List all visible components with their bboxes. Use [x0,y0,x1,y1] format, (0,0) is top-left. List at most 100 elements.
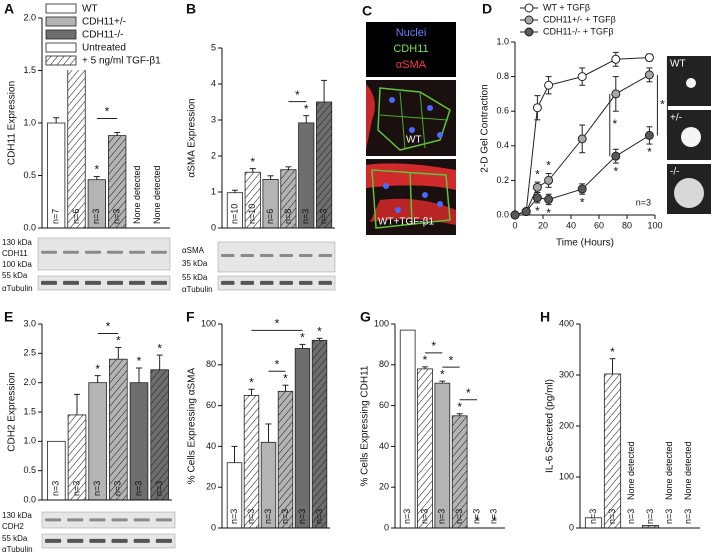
value-label: None detected [132,165,142,224]
n-label: n=3 [607,509,617,524]
significance-star: * [449,353,454,367]
blot-band [107,250,123,254]
nucleus [422,192,428,198]
x-tick-label: 40 [566,220,576,230]
blot-band [85,250,101,254]
gel [681,127,701,147]
legend-swatch [45,16,77,27]
legend-swatch [45,42,77,53]
legend-label: CDH11+/- + TGFβ [543,14,616,24]
n-label: n=3 [154,481,164,496]
bar [294,348,311,529]
n-label: n=3 [314,509,324,524]
marker [532,193,542,203]
n-label: n=3 [318,209,328,224]
legend-label: Untreated [82,43,126,54]
significance-star: * [423,353,428,367]
stain-label: αSMA [396,59,427,71]
marker [532,103,542,113]
y-tick-label: 3 [211,114,216,124]
y-tick-label: 0.0 [496,209,509,219]
significance-star: * [492,514,497,528]
blot-band [318,254,332,257]
blot-band [260,280,274,285]
significance-star: * [249,375,254,389]
y-tick-label: 80 [379,359,389,369]
blot-label: αTubulin [2,545,33,554]
y-tick-label: 0 [211,522,216,532]
gel-label: +/- [670,113,682,124]
n-label: n=3 [113,481,123,496]
marker [544,175,554,185]
blot-band [155,538,172,543]
blot-label: 55 kDa [2,534,28,543]
y-tick-label: 0.2 [496,175,509,185]
micrographs: C WT WT+TGF-β1 [362,3,456,235]
n-label: n=3 [263,509,273,524]
image-wt [366,80,456,156]
n-label: n=3 [71,481,81,496]
n-label: n=3 [280,509,290,524]
n-label: n=3 [437,509,447,524]
marker [510,210,520,220]
blot-band [299,254,313,257]
stain-red [366,84,375,150]
stain-red [366,163,456,190]
nucleus [409,127,415,133]
y-axis-title: αSMA Expression [187,98,198,177]
y-tick-label: 1.0 [23,436,36,446]
blot-band [45,538,62,543]
stain-label: CDH11 [393,43,428,55]
n-label: n=3 [246,509,256,524]
significance-star: * [300,331,305,345]
n-label: n=3 [92,481,102,496]
bar [150,369,169,501]
y-tick-label: 2.5 [23,348,36,358]
nucleus [389,97,395,103]
bar [67,57,86,229]
nucleus [395,207,401,213]
y-tick-label: 0.0 [23,222,36,232]
bar [311,339,328,529]
blot-band [129,250,145,254]
marker [544,80,554,90]
x-tick-label: 0 [512,220,517,230]
significance-star: * [283,371,288,385]
n-label: n=3 [454,509,464,524]
significance-star: * [295,88,300,102]
blot-band [318,280,332,285]
y-axis-title: % Cells Expressing αSMA [187,367,198,484]
y-tick-label: 60 [379,400,389,410]
bar [109,358,128,501]
nucleus [383,183,389,189]
n-label: n=3 [645,509,655,524]
marker [644,53,654,63]
y-tick-label: 0.4 [496,140,509,150]
panel-letter: E [4,309,13,325]
y-tick-label: 0.5 [23,170,36,180]
bar [417,368,433,529]
y-tick-label: 20 [379,482,389,492]
n-label: n=8 [283,209,293,224]
n-label: n=3 [664,509,674,524]
stain-red [370,198,456,225]
y-tick-label: 100 [559,471,574,481]
panel-letter: G [360,309,371,325]
y-tick-label: 0.6 [496,106,509,116]
blot-band [89,518,106,522]
legend-label: WT + TGFβ [543,2,590,12]
gel [674,178,704,208]
bar [399,329,416,529]
y-tick-label: 2.0 [23,12,36,22]
marker [644,130,654,140]
blot [37,237,171,271]
legend-swatch [45,3,77,14]
value-label: None detected [664,441,674,500]
y-tick-label: 60 [206,400,216,410]
blot-band [260,254,274,257]
blot-band [63,280,79,285]
y-tick-label: 1.5 [23,65,36,75]
marker [611,54,621,64]
blot-band [221,280,235,285]
significance-star: * [580,195,585,209]
